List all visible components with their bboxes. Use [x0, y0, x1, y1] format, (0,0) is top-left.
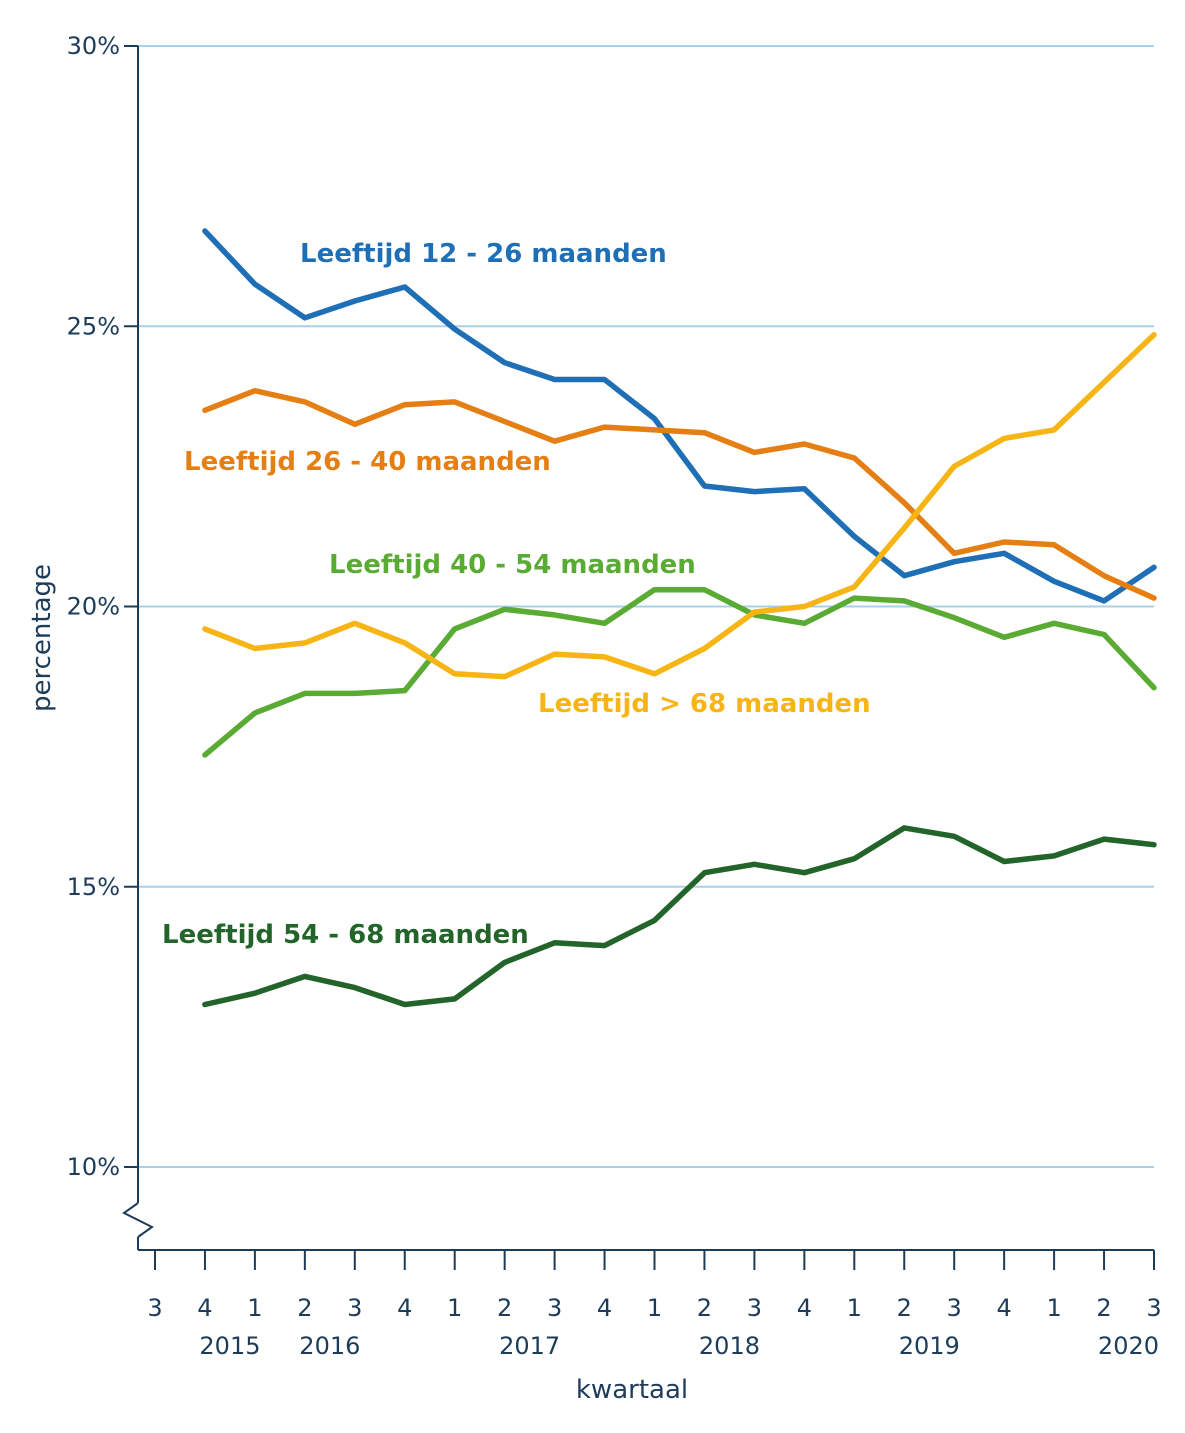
series-label: Leeftijd > 68 maanden: [538, 689, 871, 719]
y-tick-label: 20%: [67, 593, 120, 621]
x-quarter-label: 3: [1146, 1294, 1161, 1322]
x-quarter-label: 1: [247, 1294, 262, 1322]
series-label: Leeftijd 12 - 26 maanden: [300, 239, 667, 269]
x-quarter-label: 1: [847, 1294, 862, 1322]
x-quarter-label: 4: [597, 1294, 612, 1322]
y-tick-label: 10%: [67, 1153, 120, 1181]
x-quarter-label: 1: [447, 1294, 462, 1322]
x-quarter-label: 3: [347, 1294, 362, 1322]
x-quarter-label: 2: [897, 1294, 912, 1322]
series-lines: [202, 228, 1157, 1008]
x-quarter-label: 4: [997, 1294, 1012, 1322]
gridlines: [138, 45, 1154, 1168]
series-line: [202, 331, 1157, 680]
x-year-label: 2017: [499, 1332, 560, 1360]
x-quarter-label: 4: [797, 1294, 812, 1322]
y-tick-label: 15%: [67, 873, 120, 901]
x-quarter-label: 4: [197, 1294, 212, 1322]
series-line: [202, 228, 1157, 604]
x-quarter-label: 2: [697, 1294, 712, 1322]
y-tick-label: 25%: [67, 312, 120, 340]
series-label: Leeftijd 26 - 40 maanden: [184, 447, 551, 477]
x-quarter-label: 2: [297, 1294, 312, 1322]
x-year-label: 2018: [699, 1332, 760, 1360]
series-line: [202, 586, 1157, 758]
x-axis: 3 4 1 2 3 4 1 2 3 4 1 2 3 4 1 2 3 4 1 2 3 2015 2016 2017 2018 201…: [138, 1249, 1162, 1360]
y-tick-label: 30%: [67, 32, 120, 60]
x-year-label: 2020: [1098, 1332, 1159, 1360]
x-quarter-label: 3: [747, 1294, 762, 1322]
axis-break: [122, 1202, 154, 1238]
x-year-label: 2019: [899, 1332, 960, 1360]
x-quarter-label: 1: [647, 1294, 662, 1322]
x-year-label: 2016: [299, 1332, 360, 1360]
series-line: [202, 825, 1157, 1008]
series-line: [202, 387, 1157, 601]
x-quarter-label: 3: [947, 1294, 962, 1322]
series-labels: Leeftijd 12 - 26 maanden Leeftijd 26 - 40…: [162, 239, 871, 950]
y-axis-title: percentage: [27, 564, 57, 712]
x-quarter-label: 2: [497, 1294, 512, 1322]
x-quarter-label: 4: [397, 1294, 412, 1322]
x-quarter-label: 2: [1096, 1294, 1111, 1322]
x-year-label: 2015: [199, 1332, 260, 1360]
x-axis-title: kwartaal: [576, 1375, 688, 1405]
y-axis: 10% 15% 20% 25% 30%: [67, 32, 154, 1250]
x-quarter-label: 3: [147, 1294, 162, 1322]
x-quarter-label: 3: [547, 1294, 562, 1322]
series-label: Leeftijd 54 - 68 maanden: [162, 920, 529, 950]
x-quarter-label: 1: [1046, 1294, 1061, 1322]
series-label: Leeftijd 40 - 54 maanden: [329, 550, 696, 580]
